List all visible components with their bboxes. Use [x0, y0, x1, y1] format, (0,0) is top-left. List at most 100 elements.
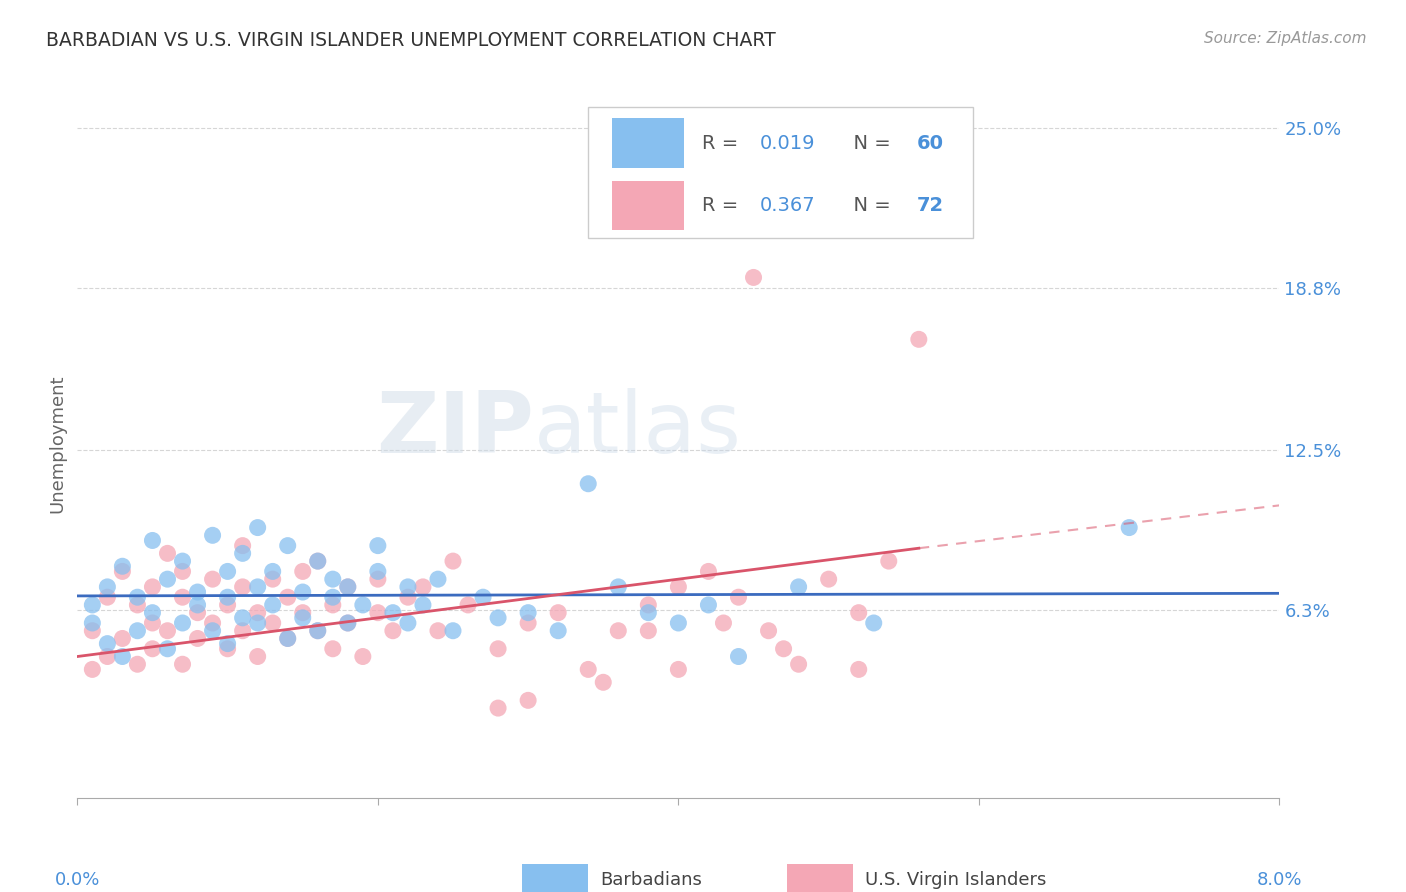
Point — [141, 606, 163, 620]
Point — [336, 580, 359, 594]
Point — [141, 615, 163, 630]
Point — [96, 637, 118, 651]
Point — [96, 649, 118, 664]
Point — [201, 572, 224, 586]
Point — [307, 624, 329, 638]
Bar — [612, 118, 685, 168]
Point — [232, 611, 254, 625]
Point — [246, 649, 269, 664]
Text: R =: R = — [703, 196, 745, 215]
Point — [862, 615, 884, 630]
Point — [172, 565, 194, 579]
Point — [322, 641, 344, 656]
Point — [668, 580, 690, 594]
Point — [697, 565, 720, 579]
Point — [322, 598, 344, 612]
Point — [217, 641, 239, 656]
Point — [486, 641, 509, 656]
Point — [441, 554, 464, 568]
Point — [232, 580, 254, 594]
Point — [396, 591, 419, 605]
Point — [607, 624, 630, 638]
Text: 0.367: 0.367 — [761, 196, 815, 215]
Point — [396, 580, 419, 594]
Point — [697, 598, 720, 612]
Point — [201, 615, 224, 630]
Point — [277, 591, 299, 605]
Text: N =: N = — [841, 134, 897, 153]
Point — [517, 615, 540, 630]
Point — [172, 554, 194, 568]
Point — [758, 624, 780, 638]
Point — [111, 632, 134, 646]
Y-axis label: Unemployment: Unemployment — [48, 375, 66, 513]
Point — [367, 572, 389, 586]
Point — [201, 528, 224, 542]
Point — [246, 520, 269, 534]
Point — [396, 615, 419, 630]
Text: BARBADIAN VS U.S. VIRGIN ISLANDER UNEMPLOYMENT CORRELATION CHART: BARBADIAN VS U.S. VIRGIN ISLANDER UNEMPL… — [46, 31, 776, 50]
FancyBboxPatch shape — [588, 107, 973, 238]
Point — [517, 606, 540, 620]
Point — [141, 580, 163, 594]
Point — [246, 580, 269, 594]
Point — [322, 591, 344, 605]
Point — [322, 572, 344, 586]
Point — [576, 476, 599, 491]
Point — [547, 606, 569, 620]
Point — [187, 585, 209, 599]
Point — [172, 657, 194, 672]
Point — [517, 693, 540, 707]
Point — [307, 554, 329, 568]
Text: Source: ZipAtlas.com: Source: ZipAtlas.com — [1204, 31, 1367, 46]
Point — [262, 598, 284, 612]
Point — [82, 615, 104, 630]
Point — [127, 591, 149, 605]
Point — [576, 662, 599, 676]
Point — [111, 565, 134, 579]
Point — [96, 591, 118, 605]
Point — [187, 606, 209, 620]
Point — [547, 624, 569, 638]
Point — [262, 572, 284, 586]
Point — [637, 606, 659, 620]
Point — [96, 580, 118, 594]
Text: R =: R = — [703, 134, 745, 153]
Point — [156, 641, 179, 656]
Point — [82, 624, 104, 638]
Point — [848, 606, 870, 620]
Point — [441, 624, 464, 638]
Text: N =: N = — [841, 196, 897, 215]
Point — [486, 611, 509, 625]
Point — [127, 598, 149, 612]
Point — [668, 615, 690, 630]
Point — [291, 606, 314, 620]
Point — [787, 580, 810, 594]
Point — [277, 632, 299, 646]
Point — [412, 598, 434, 612]
Point — [742, 270, 765, 285]
Text: 72: 72 — [917, 196, 943, 215]
Point — [232, 546, 254, 560]
Point — [262, 565, 284, 579]
Point — [367, 565, 389, 579]
Point — [156, 572, 179, 586]
Text: Barbadians: Barbadians — [600, 871, 702, 889]
Point — [848, 662, 870, 676]
Point — [381, 624, 404, 638]
Point — [908, 332, 931, 346]
Point — [637, 598, 659, 612]
Point — [127, 657, 149, 672]
Point — [336, 615, 359, 630]
Point — [727, 649, 749, 664]
Point — [427, 624, 450, 638]
Point — [1118, 520, 1140, 534]
Point — [713, 615, 735, 630]
Point — [82, 662, 104, 676]
Bar — [786, 863, 852, 892]
Point — [187, 632, 209, 646]
Point — [111, 649, 134, 664]
Point — [381, 606, 404, 620]
Point — [291, 611, 314, 625]
Point — [457, 598, 479, 612]
